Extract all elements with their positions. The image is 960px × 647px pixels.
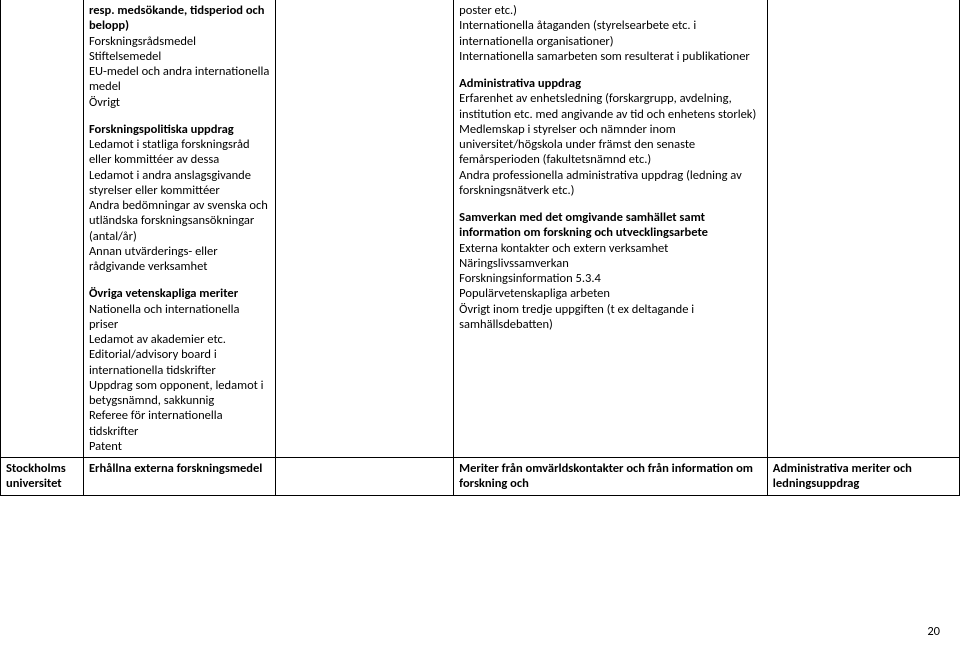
section-heading: Samverkan med det omgivande samhället sa… — [459, 210, 762, 241]
text-line: Referee för internationella tidskrifter — [89, 408, 270, 439]
text-line: Övrigt — [89, 95, 270, 110]
cell-col-a: resp. medsökande, tidsperiod och belopp)… — [83, 0, 275, 458]
text-line: Externa kontakter och extern verksamhet — [459, 241, 762, 256]
text-line: Andra professionella administrativa uppd… — [459, 168, 762, 199]
text-line: poster etc.) — [459, 3, 762, 18]
text-line: Editorial/advisory board i internationel… — [89, 347, 270, 378]
cell-col-d — [767, 0, 959, 458]
text-line: Ledamot av akademier etc. — [89, 332, 270, 347]
text-line: Forskningsrådsmedel — [89, 34, 270, 49]
cell-col-c: poster etc.) Internationella åtaganden (… — [454, 0, 768, 458]
table-row: Stockholms universitet Erhållna externa … — [1, 458, 960, 496]
text-line: Forskningsinformation 5.3.4 — [459, 271, 762, 286]
section-heading: Administrativa uppdrag — [459, 76, 762, 91]
text-line: Annan utvärderings- eller rådgivande ver… — [89, 244, 270, 275]
cell-col-b — [276, 0, 454, 458]
text-line: Nationella och internationella priser — [89, 302, 270, 333]
text-line: Populärvetenskapliga arbeten — [459, 286, 762, 301]
cell-col-d: Administrativa meriter och ledningsuppdr… — [767, 458, 959, 496]
text-line: Ledamot i statliga forskningsråd eller k… — [89, 137, 270, 168]
text-line: Patent — [89, 439, 270, 454]
section-heading: Övriga vetenskapliga meriter — [89, 286, 270, 301]
text-line: Medlemskap i styrelser och nämnder inom … — [459, 122, 762, 168]
cell-institution — [1, 0, 84, 458]
text-line: Internationella samarbeten som resultera… — [459, 49, 762, 64]
cell-institution: Stockholms universitet — [1, 458, 84, 496]
cell-col-a: Erhållna externa forskningsmedel — [83, 458, 275, 496]
text-line: Erfarenhet av enhetsledning (forskargrup… — [459, 91, 762, 122]
document-table: resp. medsökande, tidsperiod och belopp)… — [0, 0, 960, 496]
cell-col-c: Meriter från omvärldskontakter och från … — [454, 458, 768, 496]
table-row: resp. medsökande, tidsperiod och belopp)… — [1, 0, 960, 458]
text-line: Ledamot i andra anslagsgivande styrelser… — [89, 168, 270, 199]
text-line: Stiftelsemedel — [89, 49, 270, 64]
text-line: Internationella åtaganden (styrelsearbet… — [459, 18, 762, 49]
cell-col-b — [276, 458, 454, 496]
text-line: Näringslivssamverkan — [459, 256, 762, 271]
text-line: Andra bedömningar av svenska och utländs… — [89, 198, 270, 244]
text-line: Uppdrag som opponent, ledamot i betygsnä… — [89, 378, 270, 409]
text-line: Övrigt inom tredje uppgiften (t ex delta… — [459, 302, 762, 333]
page-number: 20 — [927, 624, 940, 639]
text-line: EU-medel och andra internationella medel — [89, 64, 270, 95]
section-heading: Forskningspolitiska uppdrag — [89, 122, 270, 137]
text-line: resp. medsökande, tidsperiod och belopp) — [89, 3, 270, 34]
